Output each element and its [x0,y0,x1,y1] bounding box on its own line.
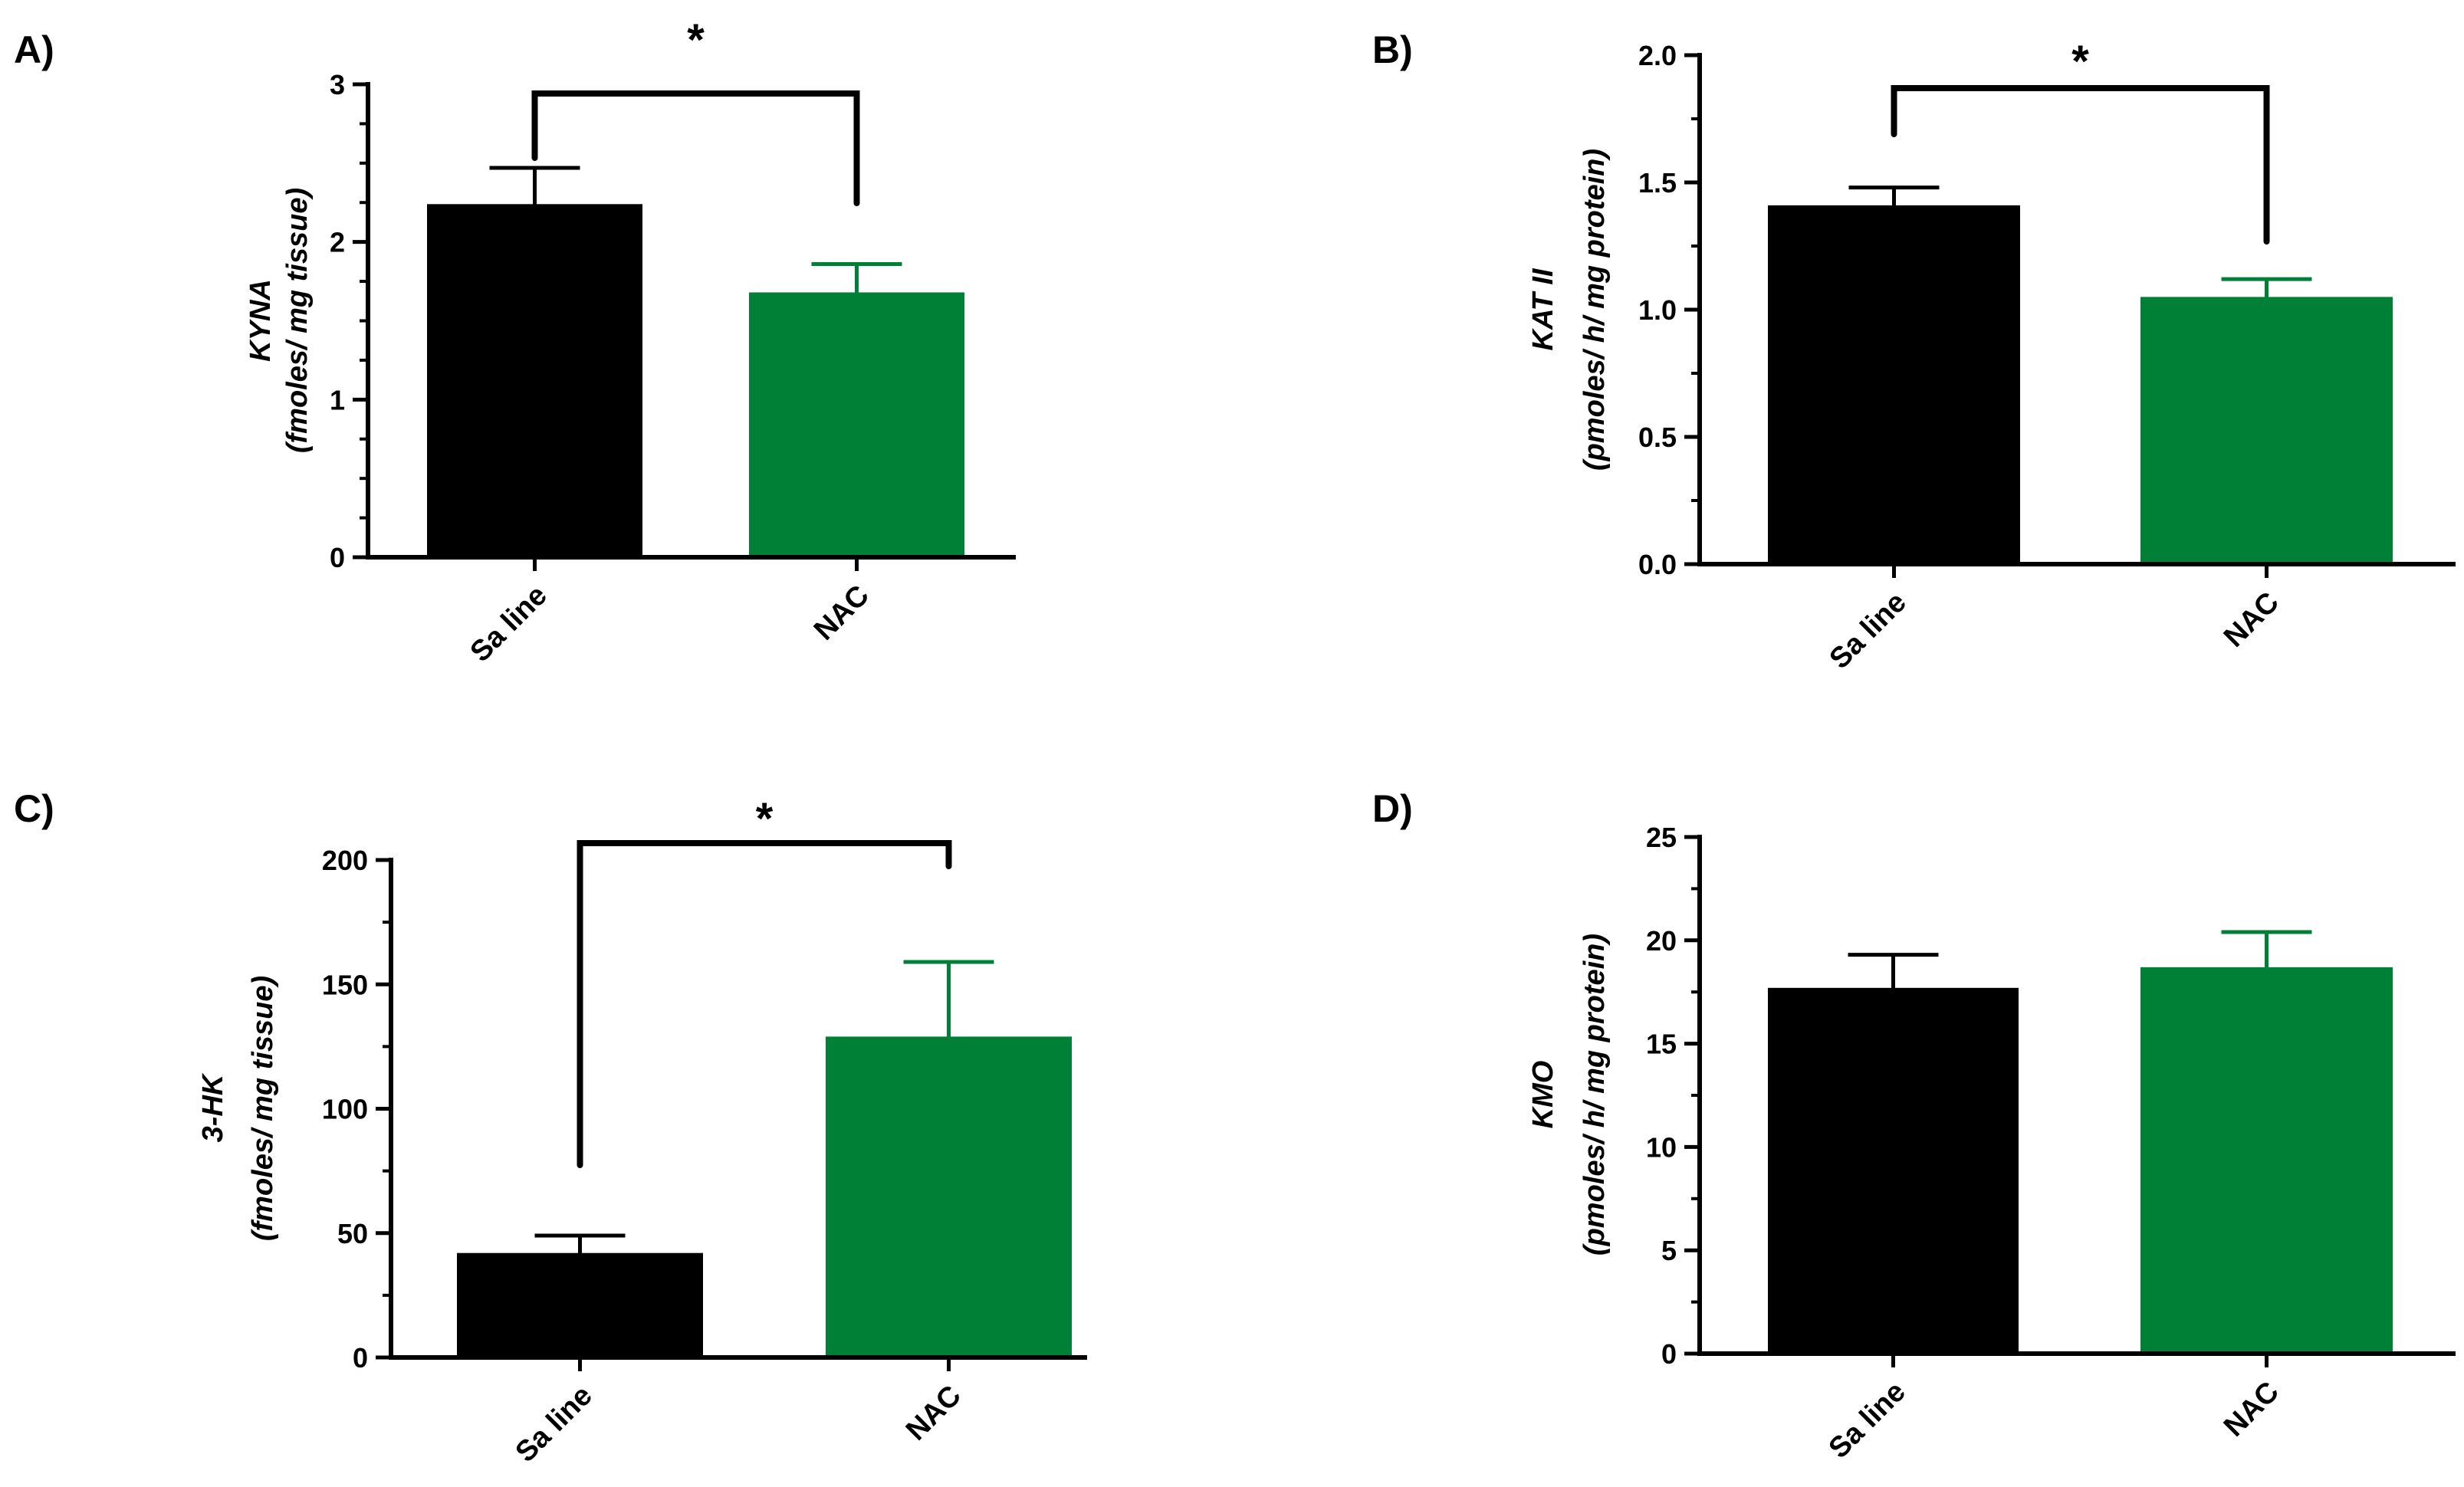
panel-label: A) [14,28,54,71]
bar-nac [749,292,964,557]
panel-label: D) [1372,787,1413,830]
chart-panel-b: B) 0.0 0.5 1.0 1.5 2.0 Sa line NAC KAT II (pmoles… [1372,28,2456,675]
significance-bracket [531,90,860,206]
x-category-label: Sa line [1823,1376,1912,1465]
y-tick-label: 0.5 [1638,422,1677,453]
bar-saline [427,204,642,557]
bar-nac [826,1036,1072,1357]
x-category-label: NAC [900,1380,968,1447]
y-tick-label: 10 [1646,1131,1677,1163]
y-tick-label: 15 [1646,1029,1677,1060]
significance-bracket [577,840,952,1168]
y-tick-label: 3 [330,69,345,100]
x-category-label: NAC [808,579,876,647]
x-category-label: Sa line [1824,586,1913,675]
y-axis-unit-label: (pmoles/ h/ mg protein) [1579,934,1611,1256]
y-tick-label: 150 [322,969,368,1000]
x-category-label: NAC [2218,1376,2285,1443]
y-tick-label: 1 [330,384,345,415]
y-axis-unit-label: (pmoles/ h/ mg protein) [1579,149,1611,471]
y-axis-label: KYNA [245,279,277,362]
y-axis-label: KAT II [1527,268,1559,350]
y-tick-label: 50 [337,1218,368,1249]
y-tick-label: 2 [330,227,345,258]
bar-nac [2140,297,2393,564]
y-tick-label: 20 [1646,925,1677,957]
y-tick-label: 200 [322,845,368,876]
x-category-label: NAC [2218,586,2285,654]
y-tick-label: 25 [1646,822,1677,853]
panel-label: C) [14,787,54,830]
x-category-label: Sa line [510,1380,599,1469]
bar-saline [1768,987,2019,1354]
y-tick-label: 0 [353,1342,368,1374]
significance-bracket [1891,85,2270,245]
x-category-label: Sa line [465,579,554,668]
significance-star: * [2071,37,2089,87]
bar-saline [1768,205,2020,564]
chart-panel-d: D) 0 5 10 15 20 25 Sa line NAC KMO (pmoles/ h/ mg … [1372,787,2456,1465]
bar-saline [457,1252,703,1357]
bar-nac [2140,967,2393,1354]
y-tick-label: 0 [330,542,345,573]
y-tick-label: 100 [322,1094,368,1125]
y-tick-label: 0.0 [1638,549,1677,580]
y-tick-label: 1.0 [1638,294,1677,326]
significance-star: * [756,794,774,844]
y-tick-label: 2.0 [1638,40,1677,71]
panel-label: B) [1372,28,1413,71]
y-axis-unit-label: (fmoles/ mg tissue) [281,188,314,453]
y-axis-label: KMO [1527,1061,1559,1129]
chart-panel-c: C) 0 50 100 150 200 Sa line NAC 3-HK (fmoles/ mg … [14,787,1087,1469]
y-tick-label: 1.5 [1638,167,1677,199]
chart-panel-a: A) 0 1 2 3 Sa line NAC KYNA (fmoles/ mg tissue) * [14,15,1016,668]
y-tick-label: 0 [1661,1338,1677,1370]
y-axis-unit-label: (fmoles/ mg tissue) [247,976,279,1241]
y-axis-label: 3-HK [197,1072,229,1142]
y-tick-label: 5 [1661,1235,1677,1266]
significance-star: * [687,15,705,65]
